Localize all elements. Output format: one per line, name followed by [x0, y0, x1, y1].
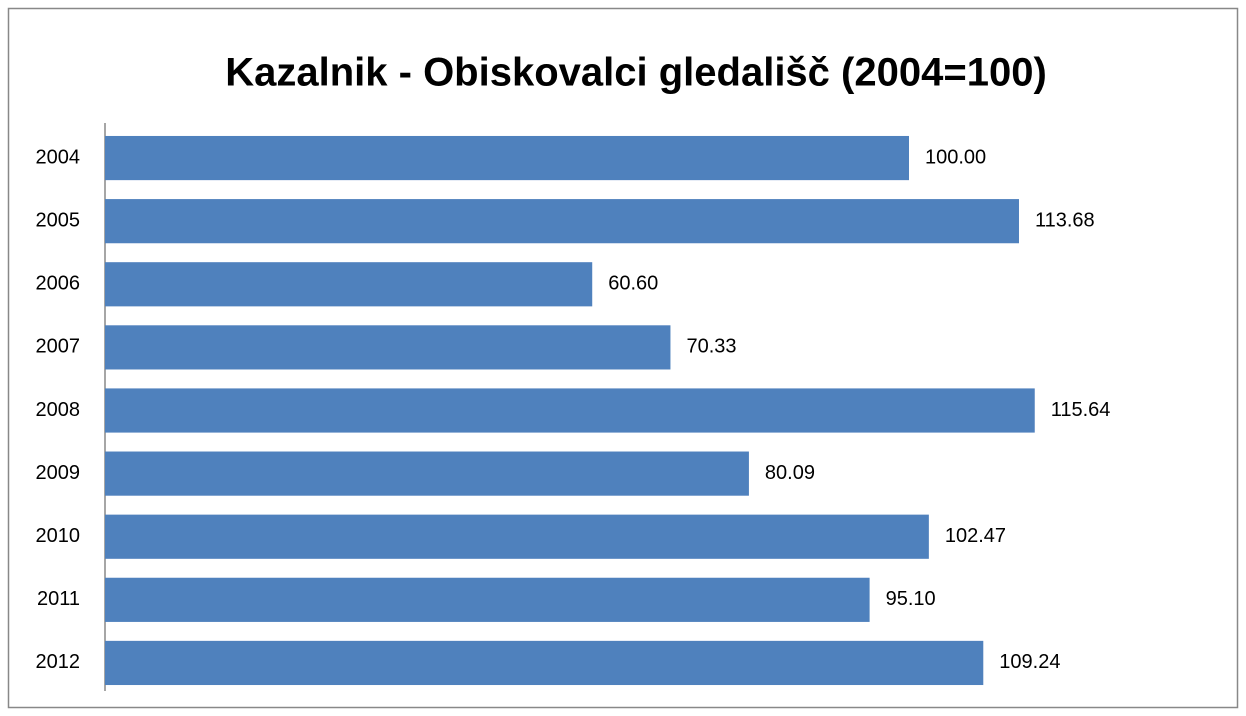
bar	[105, 199, 1019, 244]
y-tick-label: 2011	[37, 588, 80, 610]
data-label: 80.09	[765, 462, 815, 484]
y-tick-label: 2009	[36, 462, 81, 484]
bar	[105, 577, 870, 622]
y-tick-label: 2007	[36, 336, 81, 358]
data-label: 102.47	[945, 525, 1006, 547]
y-tick-label: 2004	[36, 146, 81, 168]
bar	[105, 451, 749, 496]
bar	[105, 514, 929, 559]
bar	[105, 262, 593, 307]
data-label: 109.24	[999, 651, 1060, 673]
bar	[105, 388, 1035, 433]
y-tick-label: 2006	[36, 273, 81, 295]
data-label: 113.68	[1035, 209, 1095, 231]
data-label: 60.60	[608, 273, 658, 295]
data-label: 70.33	[686, 336, 736, 358]
data-label: 100.00	[925, 146, 986, 168]
bar	[105, 640, 984, 686]
bar	[105, 135, 909, 181]
y-tick-label: 2008	[36, 399, 81, 421]
y-tick-label: 2010	[36, 525, 81, 547]
bar	[105, 325, 671, 370]
data-label: 95.10	[886, 588, 936, 610]
data-label: 115.64	[1051, 399, 1111, 421]
chart-title: Kazalnik - Obiskovalci gledališč (2004=1…	[225, 51, 1047, 95]
y-tick-label: 2005	[36, 209, 81, 231]
y-tick-label: 2012	[36, 651, 81, 673]
